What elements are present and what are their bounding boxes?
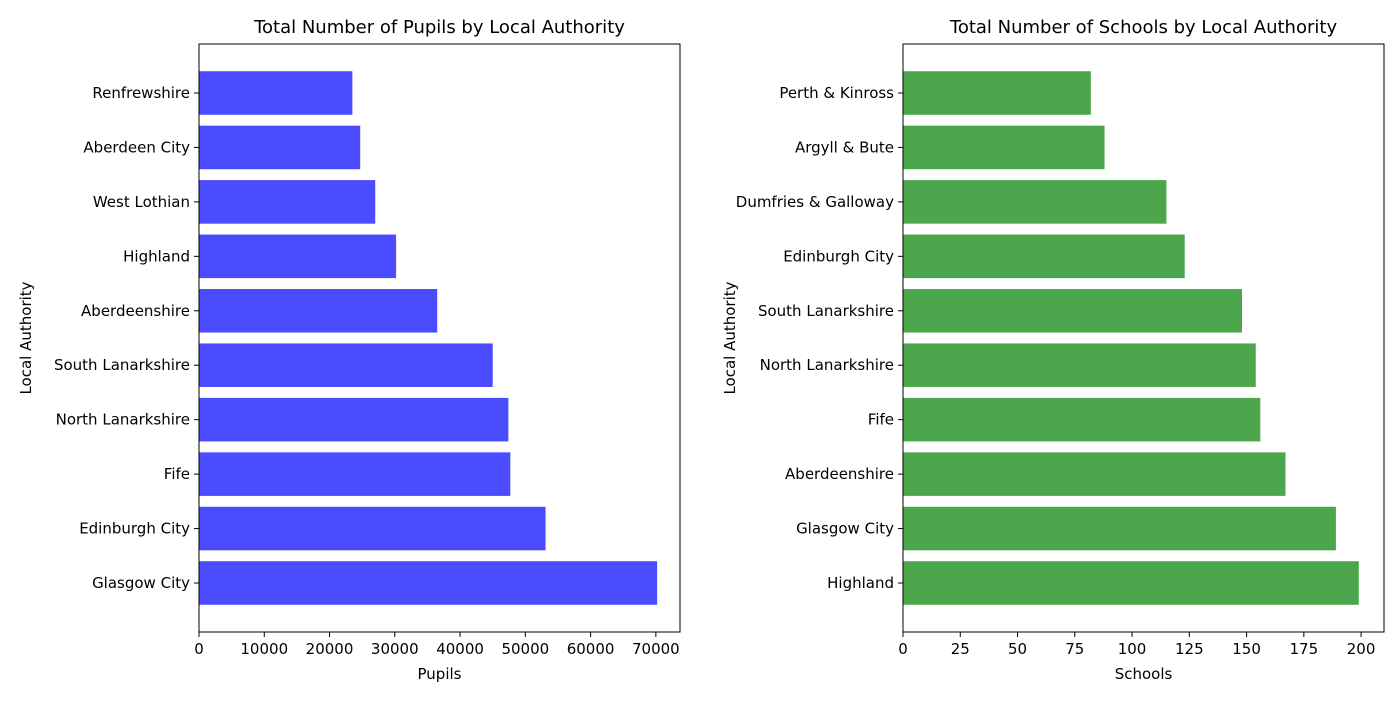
axes-frame (198, 43, 681, 633)
y-axis-label: Local Authority (721, 281, 739, 394)
y-tick-label: Dumfries & Galloway (736, 193, 894, 211)
bar (199, 180, 376, 224)
y-tick-label: South Lanarkshire (54, 356, 190, 374)
bar (903, 561, 1359, 605)
bar (903, 71, 1091, 115)
x-tick-label: 200 (1347, 640, 1376, 658)
x-tick-label: 30000 (371, 640, 419, 658)
bar (199, 289, 438, 333)
x-tick-label: 25 (951, 640, 970, 658)
bar (903, 506, 1336, 551)
x-axis-label: Schools (1115, 665, 1173, 683)
bar (199, 71, 353, 115)
x-tick-label: 175 (1290, 640, 1319, 658)
y-tick-label: Renfrewshire (92, 84, 190, 102)
bar (199, 452, 511, 496)
bar (903, 343, 1256, 387)
x-axis-label: Pupils (418, 665, 462, 683)
bar (199, 561, 658, 605)
y-tick-label: Glasgow City (92, 574, 190, 592)
bar (903, 125, 1105, 170)
bar (903, 180, 1167, 224)
x-tick-label: 125 (1175, 640, 1204, 658)
y-tick-label: Fife (164, 465, 190, 483)
chart-title: Total Number of Schools by Local Authori… (949, 17, 1338, 38)
bar (903, 452, 1286, 496)
x-tick-label: 50000 (501, 640, 549, 658)
x-tick-label: 50 (1008, 640, 1027, 658)
bar (903, 289, 1242, 333)
y-tick-label: Glasgow City (796, 520, 894, 538)
y-tick-label: Aberdeen City (83, 138, 190, 156)
y-tick-label: Edinburgh City (783, 247, 894, 265)
x-tick-label: 60000 (567, 640, 615, 658)
y-tick-label: South Lanarkshire (758, 302, 894, 320)
y-tick-label: Highland (827, 574, 894, 592)
bar (199, 506, 546, 551)
x-tick-label: 100 (1118, 640, 1147, 658)
y-axis-label: Local Authority (17, 281, 35, 394)
bar (903, 234, 1185, 279)
x-tick-label: 20000 (306, 640, 354, 658)
bar (903, 397, 1261, 442)
chart-title: Total Number of Pupils by Local Authorit… (253, 17, 625, 38)
x-tick-label: 0 (194, 640, 204, 658)
x-tick-label: 0 (898, 640, 908, 658)
bar (199, 125, 361, 170)
y-tick-label: Argyll & Bute (795, 138, 894, 156)
y-tick-label: West Lothian (93, 193, 190, 211)
x-tick-label: 10000 (240, 640, 288, 658)
x-tick-label: 70000 (632, 640, 680, 658)
y-tick-label: Aberdeenshire (81, 302, 190, 320)
y-tick-label: Highland (123, 247, 190, 265)
y-tick-label: Aberdeenshire (785, 465, 894, 483)
y-tick-label: Edinburgh City (79, 520, 190, 538)
y-tick-label: North Lanarkshire (56, 411, 190, 429)
bar (199, 234, 397, 279)
bar (199, 397, 509, 442)
axes-frame (902, 43, 1385, 633)
bar (199, 343, 493, 387)
y-tick-label: North Lanarkshire (760, 356, 894, 374)
x-tick-label: 75 (1065, 640, 1084, 658)
y-tick-label: Fife (868, 411, 894, 429)
y-tick-label: Perth & Kinross (779, 84, 894, 102)
x-tick-label: 150 (1232, 640, 1261, 658)
x-tick-label: 40000 (436, 640, 484, 658)
